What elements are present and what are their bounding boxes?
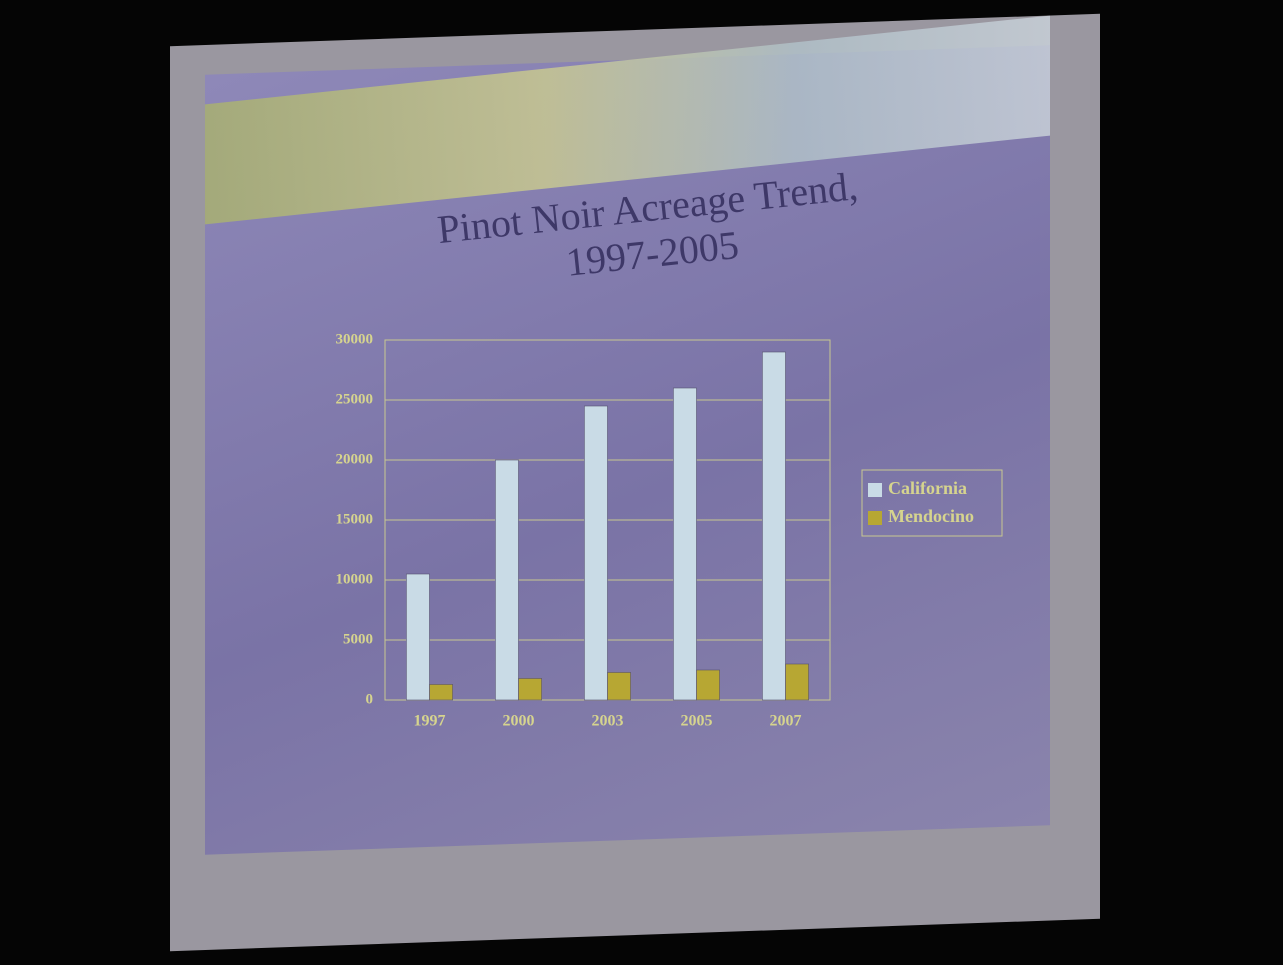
bar	[697, 670, 720, 700]
x-tick-label: 2005	[681, 713, 713, 730]
y-tick-label: 0	[366, 691, 374, 707]
y-tick-label: 20000	[336, 451, 374, 467]
x-tick-label: 2000	[503, 713, 535, 730]
bar	[786, 664, 809, 700]
legend-swatch	[868, 483, 882, 497]
y-tick-label: 5000	[343, 631, 373, 647]
x-tick-label: 1997	[414, 713, 446, 730]
bar	[584, 406, 607, 700]
y-tick-label: 15000	[336, 511, 374, 527]
legend-label: California	[888, 478, 967, 498]
x-tick-label: 2003	[592, 713, 624, 730]
legend-label: Mendocino	[888, 506, 974, 526]
photo: Pinot Noir Acreage Trend, 1997-2005 0500…	[0, 0, 1283, 965]
bar	[406, 574, 429, 700]
bar	[673, 388, 696, 700]
y-tick-label: 10000	[336, 571, 374, 587]
bar	[608, 672, 631, 700]
legend-swatch	[868, 511, 882, 525]
bar	[495, 460, 518, 700]
bar	[519, 678, 542, 700]
bar	[762, 352, 785, 700]
chart: 0 5000 10000 15000 20000 25000 30000 1997 2000 20…	[0, 0, 1283, 965]
y-tick-label: 30000	[336, 331, 374, 347]
x-tick-label: 2007	[770, 713, 802, 730]
y-tick-label: 25000	[336, 391, 374, 407]
bar	[430, 684, 453, 700]
